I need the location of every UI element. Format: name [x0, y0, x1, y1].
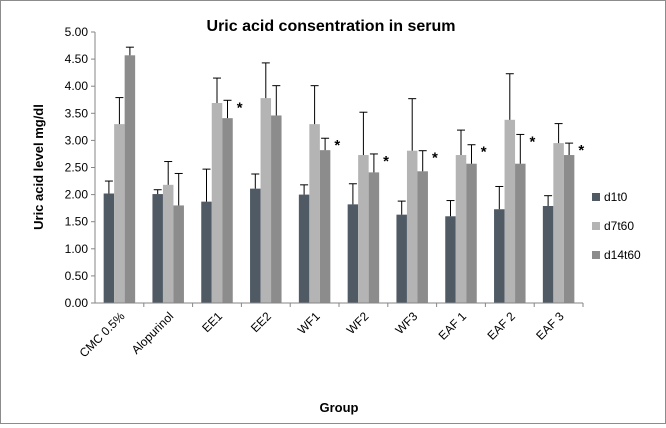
legend-swatch-d14t60	[592, 251, 600, 259]
bar-d1t0	[152, 194, 163, 303]
legend-label: d7t60	[604, 219, 634, 233]
x-tick-label: WF3	[393, 309, 421, 337]
significance-star: *	[530, 133, 536, 150]
bar-d14t60	[417, 171, 428, 303]
bar-d14t60	[271, 115, 282, 303]
significance-star: *	[481, 144, 487, 161]
bar-d1t0	[542, 205, 554, 303]
bar-d7t60	[553, 143, 564, 303]
significance-markers: * * * * * * *	[237, 99, 585, 170]
y-tick-label: 4.50	[65, 52, 89, 66]
x-axis-title: Group	[320, 400, 359, 415]
y-tick-label: 4.00	[65, 79, 89, 93]
y-tick-label: 1.00	[65, 242, 89, 256]
bar-d14t60	[466, 163, 477, 303]
y-tick-label: 5.00	[65, 25, 89, 39]
x-tick-label: EE2	[248, 309, 274, 335]
significance-star: *	[578, 142, 584, 159]
y-tick-label: 2.00	[65, 188, 89, 202]
bar-d14t60	[515, 163, 526, 303]
bar-d7t60	[162, 184, 174, 303]
bar-d1t0	[103, 193, 115, 303]
bar-d14t60	[563, 155, 575, 303]
bar-d1t0	[494, 209, 505, 303]
bar-d7t60	[309, 124, 320, 303]
y-tick-label: 3.00	[65, 133, 89, 147]
error-bars-group	[104, 46, 574, 217]
significance-star: *	[383, 153, 389, 170]
legend-swatch-d1t0	[592, 193, 600, 201]
y-tick-label: 0.00	[65, 296, 89, 310]
x-tick-label: EAF 2	[484, 309, 518, 343]
legend-swatch-d7t60	[592, 222, 600, 230]
x-tick-label: WF1	[295, 309, 323, 337]
bar-d14t60	[368, 172, 380, 303]
legend-label: d14t60	[604, 248, 641, 262]
bar-d1t0	[347, 204, 359, 303]
bar-d7t60	[358, 155, 369, 303]
bar-d14t60	[319, 150, 331, 303]
x-tick-label: EAF 1	[436, 309, 470, 343]
significance-star: *	[432, 150, 438, 167]
bar-d1t0	[445, 216, 456, 303]
bar-d1t0	[396, 214, 407, 303]
y-axis-ticks: 0.00 0.50 1.00 1.50 2.00 2.50 3.00 3.50 4.00 4.50…	[65, 25, 95, 310]
x-tick-label: EE1	[199, 309, 225, 335]
significance-star: *	[237, 99, 243, 116]
x-tick-label: CMC 0.5%	[77, 309, 128, 360]
y-tick-label: 3.50	[65, 106, 89, 120]
bar-d7t60	[114, 124, 125, 303]
y-tick-label: 2.50	[65, 161, 89, 175]
bar-d1t0	[298, 194, 310, 303]
bar-d14t60	[222, 118, 233, 303]
bar-d1t0	[201, 201, 212, 303]
x-tick-label: WF2	[344, 309, 372, 337]
bar-d7t60	[260, 98, 272, 304]
bar-d7t60	[455, 155, 467, 303]
legend-label: d1t0	[604, 190, 628, 204]
x-tick-label: EAF 3	[533, 309, 567, 343]
significance-star: *	[334, 137, 340, 154]
bar-d14t60	[173, 205, 184, 303]
bar-d1t0	[250, 188, 261, 303]
bar-d7t60	[211, 103, 223, 303]
bar-d7t60	[504, 119, 516, 303]
y-tick-label: 1.50	[65, 215, 89, 229]
x-tick-label: Alopurinol	[129, 309, 177, 357]
x-axis-ticks: CMC 0.5% Alopurinol EE1 EE2 WF1 WF2 WF3 EAF 1 EA…	[77, 303, 584, 360]
bar-d14t60	[124, 55, 136, 303]
y-axis-title: Uric acid level mg/dl	[31, 104, 46, 230]
legend: d1t0 d7t60 d14t60	[592, 190, 641, 262]
y-tick-label: 0.50	[65, 269, 89, 283]
bar-series-group	[103, 55, 575, 304]
bar-d7t60	[406, 150, 418, 303]
chart-title: Uric acid consentration in serum	[207, 18, 456, 35]
